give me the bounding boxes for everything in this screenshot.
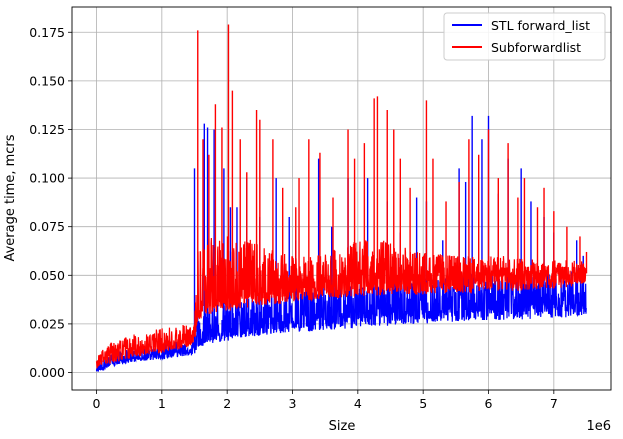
y-tick-label: 0.075 <box>29 219 65 234</box>
y-tick-label: 0.025 <box>29 316 65 331</box>
x-axis-label: Size <box>329 419 356 434</box>
legend-label-stl: STL forward_list <box>491 18 590 33</box>
series-subforwardlist <box>95 24 588 369</box>
plot-frame <box>71 6 612 391</box>
legend-label-sub: Subforwardlist <box>491 40 581 55</box>
x-tick-label: 0 <box>93 396 101 411</box>
series-line <box>95 236 588 369</box>
x-tick-label: 5 <box>419 396 427 411</box>
y-tick-label: 0.125 <box>29 122 65 137</box>
y-tick-label: 0.050 <box>29 268 65 283</box>
y-tick-label: 0.000 <box>29 365 65 380</box>
x-tick-label: 3 <box>289 396 297 411</box>
legend-frame <box>443 12 606 61</box>
y-axis-label: Average time, mcrs <box>3 134 18 261</box>
x-tick-label: 2 <box>223 396 231 411</box>
plot-area <box>95 24 588 373</box>
x-axis-ticks: 0 1 2 3 4 5 6 7 <box>93 390 558 411</box>
series-line <box>95 270 588 373</box>
x-axis-offset-label: 1e6 <box>586 419 611 434</box>
x-tick-label: 7 <box>550 396 558 411</box>
y-axis-ticks: 0.000 0.025 0.050 0.075 0.100 0.125 0.150 0.175 <box>29 25 72 380</box>
legend: STL forward_list Subforwardlist <box>443 12 606 61</box>
x-tick-label: 1 <box>158 396 166 411</box>
x-tick-label: 4 <box>354 396 362 411</box>
y-tick-label: 0.175 <box>29 25 65 40</box>
y-tick-label: 0.100 <box>29 171 65 186</box>
x-tick-label: 6 <box>485 396 493 411</box>
y-tick-label: 0.150 <box>29 73 65 88</box>
